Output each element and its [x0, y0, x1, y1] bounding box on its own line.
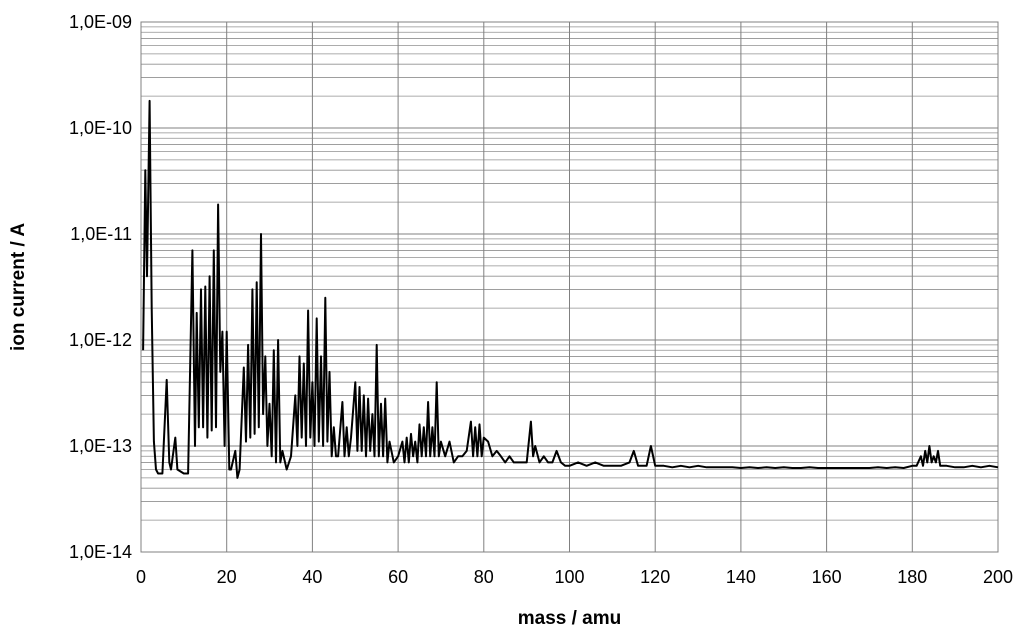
x-tick-label: 40: [302, 567, 322, 587]
x-axis-tick-labels: 0 20 40 60 80 100 120 140 160 180 200: [136, 567, 1013, 587]
x-tick-label: 180: [897, 567, 927, 587]
x-tick-label: 0: [136, 567, 146, 587]
x-tick-label: 200: [983, 567, 1013, 587]
y-tick-label: 1,0E-09: [69, 12, 132, 32]
x-tick-label: 100: [554, 567, 584, 587]
x-tick-label: 120: [640, 567, 670, 587]
x-tick-label: 20: [217, 567, 237, 587]
x-tick-label: 160: [812, 567, 842, 587]
y-tick-label: 1,0E-13: [69, 436, 132, 456]
y-axis-title: ion current / A: [8, 223, 29, 351]
y-tick-label: 1,0E-14: [69, 542, 132, 562]
x-tick-label: 80: [474, 567, 494, 587]
x-axis-title: mass / amu: [518, 608, 622, 629]
y-tick-label: 1,0E-10: [69, 118, 132, 138]
y-tick-label: 1,0E-12: [69, 330, 132, 350]
plot-area-border: [140, 21, 999, 553]
series-line: [142, 99, 999, 479]
grid-layer: [140, 22, 999, 553]
x-tick-label: 140: [726, 567, 756, 587]
y-tick-label: 1,0E-11: [70, 224, 132, 244]
x-tick-label: 60: [388, 567, 408, 587]
y-axis-tick-labels: 1,0E-14 1,0E-13 1,0E-12 1,0E-11 1,0E-10 1,0E-…: [69, 12, 132, 562]
series-layer: [142, 99, 999, 479]
